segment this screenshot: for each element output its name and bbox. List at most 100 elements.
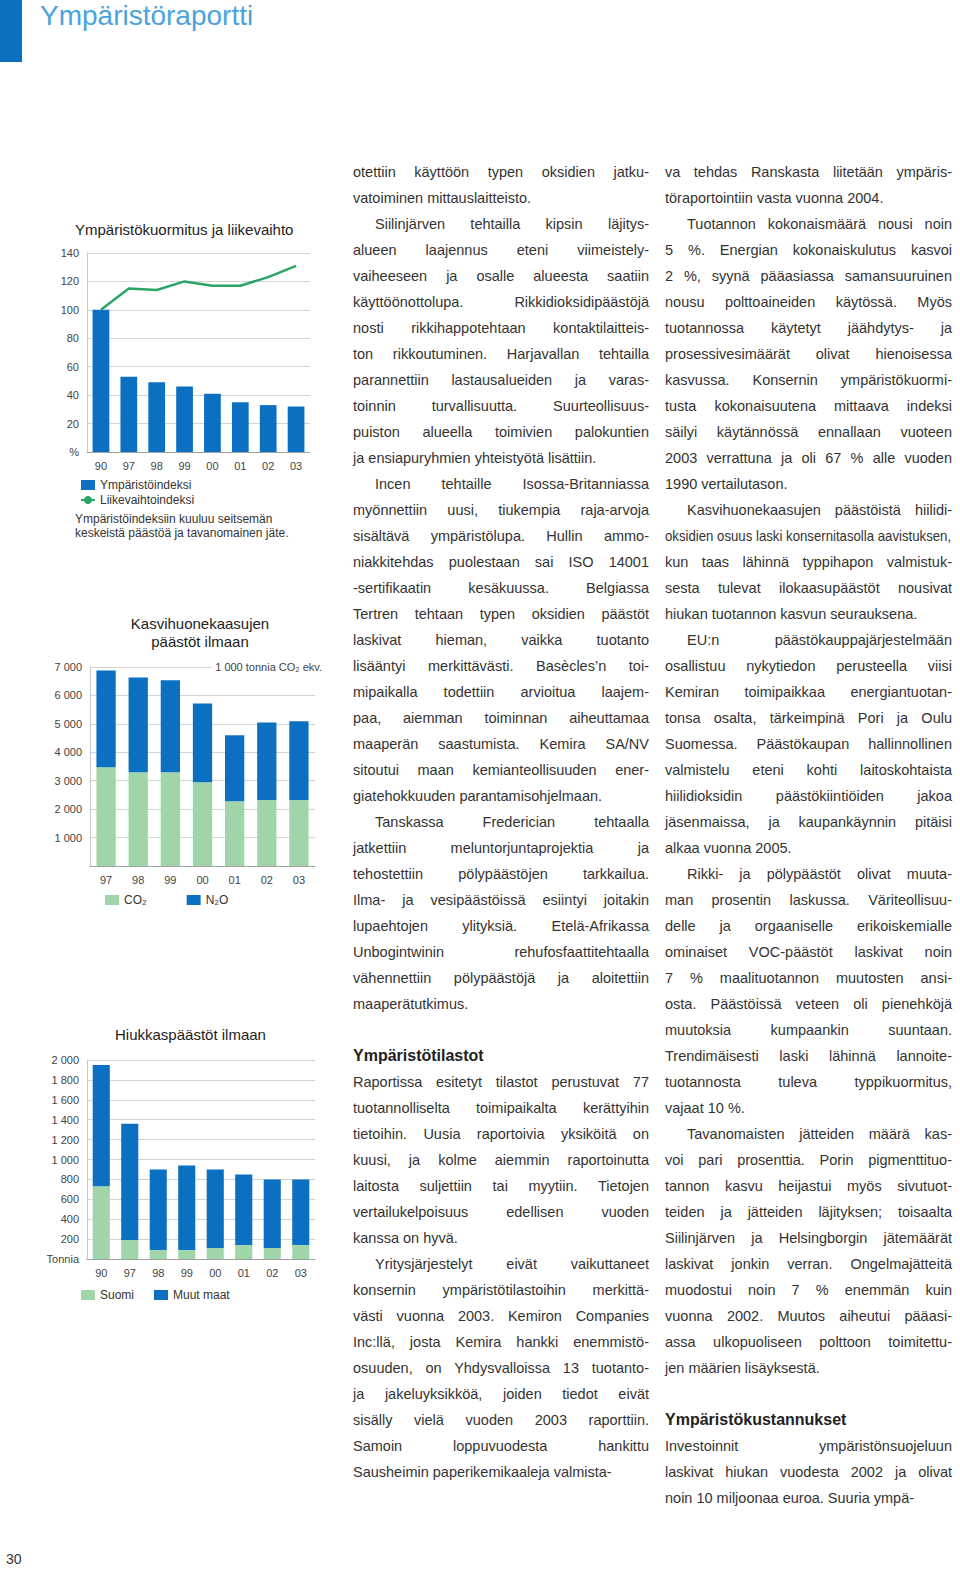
svg-text:40: 40 — [67, 389, 79, 401]
svg-text:2 000: 2 000 — [54, 803, 82, 815]
svg-text:03: 03 — [293, 874, 305, 886]
svg-text:98: 98 — [152, 1267, 164, 1279]
html-text:ja ensiapuryhmien yhteistyötä: ja ensiapuryhmien yhteistyötä lisättiin. — [353, 450, 597, 466]
svg-text:200: 200 — [61, 1233, 79, 1245]
html-text:lupaehtojen ylityksiä. Etelä-A: lupaehtojen ylityksiä. Etelä-Afrikassa — [353, 918, 649, 934]
svg-text:00: 00 — [209, 1267, 221, 1279]
svg-text:02: 02 — [262, 460, 274, 472]
svg-text:Hiukkaspäästöt ilmaan: Hiukkaspäästöt ilmaan — [115, 1026, 266, 1043]
svg-text:90: 90 — [95, 1267, 107, 1279]
html-text:Tanskassa Frederician tehtaall: Tanskassa Frederician tehtaalla — [375, 814, 649, 830]
html-text:Unbogintwinin rehufosfaattiteh: Unbogintwinin rehufosfaattitehtaalla — [353, 944, 649, 960]
svg-text:03: 03 — [290, 460, 302, 472]
svg-text:Kasvihuonekaasujen: Kasvihuonekaasujen — [131, 615, 269, 632]
html-text:maaperän saastumista. Kemira S: maaperän saastumista. Kemira SA/NV — [353, 736, 649, 752]
svg-text:Tonnia: Tonnia — [47, 1253, 80, 1265]
svg-text:99: 99 — [178, 460, 190, 472]
svg-text:1 000: 1 000 — [54, 832, 82, 844]
svg-text:Ympäristöindeksiin kuuluu seit: Ympäristöindeksiin kuuluu seitsemän — [75, 512, 272, 526]
html-text:Ilma- ja vesipäästöissä esiint: Ilma- ja vesipäästöissä esiintyi joitaki… — [353, 892, 649, 908]
html-text:vatoiminen mittauslaitteisto.: vatoiminen mittauslaitteisto. — [353, 190, 532, 206]
svg-text:97: 97 — [124, 1267, 136, 1279]
html-text:otettiin käyttöön typen oksidi: otettiin käyttöön typen oksidien jatku- — [353, 164, 649, 180]
svg-text:99: 99 — [164, 874, 176, 886]
html-text:vaiheeseen ja osalle alueesta: vaiheeseen ja osalle alueesta saatiin — [353, 268, 649, 284]
svg-text:20: 20 — [67, 418, 79, 430]
svg-text:3 000: 3 000 — [54, 775, 82, 787]
html-text:alueen laajennus eteni viimeis: alueen laajennus eteni viimeistely- — [353, 242, 649, 258]
svg-text:01: 01 — [238, 1267, 250, 1279]
svg-text:Liikevaihtoindeksi: Liikevaihtoindeksi — [100, 493, 194, 507]
html-text:käyttöönottolupa. Rikkidioksid: käyttöönottolupa. Rikkidioksidipäästöjä — [353, 294, 649, 310]
svg-text:5 000: 5 000 — [54, 718, 82, 730]
svg-text:800: 800 — [61, 1173, 79, 1185]
svg-text:00: 00 — [196, 874, 208, 886]
html-text:lisääntyi merkittävästi. Basèc: lisääntyi merkittävästi. Basècles’n toi- — [353, 658, 649, 674]
svg-text:CO₂: CO₂ — [124, 893, 147, 907]
html-text:parannettiin lastausalueiden j: parannettiin lastausalueiden ja varas- — [353, 372, 649, 388]
html-text:giatehokkuuden parantamisohjel: giatehokkuuden parantamisohjelmaan. — [353, 788, 603, 804]
html-text:sisältävä ympäristölupa. Hulli: sisältävä ympäristölupa. Hullin ammo- — [353, 528, 649, 544]
svg-text:Suomi: Suomi — [100, 1288, 134, 1302]
html-text:tehostettiin pölypäästöjen tar: tehostettiin pölypäästöjen tarkkailua. — [353, 866, 649, 882]
html-text:laskivat hieman, vaikka tuotan: laskivat hieman, vaikka tuotanto — [353, 632, 649, 648]
html-text:Raportissa esitetyt tilastot p: Raportissa esitetyt tilastot perustuvat … — [353, 1074, 649, 1090]
svg-text:keskeistä päästöä ja tavanomai: keskeistä päästöä ja tavanomainen jäte. — [75, 526, 288, 540]
html-text:paa, aiemman toiminnan aiheutt: paa, aiemman toiminnan aiheuttamaa — [353, 710, 649, 726]
html-text:sitoutui maan kemianteollisuud: sitoutui maan kemianteollisuuden ener- — [353, 762, 649, 778]
svg-text:1 000: 1 000 — [51, 1154, 79, 1166]
html-text:toinnin turvallisuutta. Suurte: toinnin turvallisuutta. Suurteollisuus- — [353, 398, 649, 414]
svg-text:97: 97 — [123, 460, 135, 472]
svg-text:03: 03 — [295, 1267, 307, 1279]
html-text:tuotannolliselta toimipaikalta: tuotannolliselta toimipaikalta kerättyih… — [353, 1100, 649, 1116]
html-text:maaperätutkimus.: maaperätutkimus. — [353, 996, 469, 1012]
svg-text:98: 98 — [151, 460, 163, 472]
svg-text:4 000: 4 000 — [54, 746, 82, 758]
html-text:jatkettiin meluntorjuntaprojek: jatkettiin meluntorjuntaprojektia ja — [353, 840, 649, 856]
html-text:Ympäristöraportti: Ympäristöraportti — [40, 0, 254, 31]
svg-text:päästöt ilmaan: päästöt ilmaan — [151, 633, 249, 650]
svg-text:90: 90 — [95, 460, 107, 472]
html-text:Ympäristötilastot: Ympäristötilastot — [353, 1047, 484, 1064]
svg-text:60: 60 — [67, 361, 79, 373]
svg-text:Ympäristöindeksi: Ympäristöindeksi — [100, 478, 191, 492]
html-text:Ympäristökustannukset: Ympäristökustannukset — [665, 1411, 847, 1428]
html-text:puiston alueella toimivien pal: puiston alueella toimivien palokuntien — [353, 424, 649, 440]
svg-text:7 000: 7 000 — [54, 661, 82, 673]
svg-text:01: 01 — [234, 460, 246, 472]
svg-text:00: 00 — [206, 460, 218, 472]
svg-text:80: 80 — [67, 332, 79, 344]
html-text:niakkitehdas puolestaan sai IS: niakkitehdas puolestaan sai ISO 14001 — [353, 554, 649, 570]
svg-text:6 000: 6 000 — [54, 689, 82, 701]
svg-text:1 200: 1 200 — [51, 1134, 79, 1146]
svg-text:Muut maat: Muut maat — [173, 1288, 230, 1302]
html-text:ton rikkoutuminen. Harjavallan: ton rikkoutuminen. Harjavallan tehtailla — [353, 346, 649, 362]
svg-text:1 600: 1 600 — [51, 1094, 79, 1106]
svg-text:600: 600 — [61, 1193, 79, 1205]
svg-text:N₂O: N₂O — [206, 893, 229, 907]
html-text:Incen tehtaille Isossa-Britann: Incen tehtaille Isossa-Britanniassa — [375, 476, 649, 492]
html-text:-sertifikaatin kesäkuussa. Bel: -sertifikaatin kesäkuussa. Belgiassa — [353, 580, 649, 596]
svg-text:%: % — [69, 446, 79, 458]
html-text:mipaikalla todettiin arvioitua: mipaikalla todettiin arvioitua laajem- — [353, 684, 649, 700]
svg-text:400: 400 — [61, 1213, 79, 1225]
html-text:vähennettiin pölypäästöjä ja a: vähennettiin pölypäästöjä ja aloitettiin — [353, 970, 649, 986]
svg-text:98: 98 — [132, 874, 144, 886]
svg-text:01: 01 — [229, 874, 241, 886]
svg-text:02: 02 — [266, 1267, 278, 1279]
svg-text:140: 140 — [61, 247, 79, 259]
svg-text:99: 99 — [181, 1267, 193, 1279]
html-text:Tertren tehtaan typen oksidien: Tertren tehtaan typen oksidien päästöt — [353, 606, 649, 622]
html-text:nosti rikkihappotehtaan kontak: nosti rikkihappotehtaan kontaktilaitteis… — [353, 320, 649, 336]
svg-text:97: 97 — [100, 874, 112, 886]
svg-text:120: 120 — [61, 275, 79, 287]
svg-text:2 000: 2 000 — [51, 1054, 79, 1066]
html-text:myönnettiin uusi, tiukempia ra: myönnettiin uusi, tiukempia raja-arvoja — [353, 502, 649, 518]
svg-text:Ympäristökuormitus ja liikevai: Ympäristökuormitus ja liikevaihto — [75, 221, 293, 238]
svg-text:1 400: 1 400 — [51, 1114, 79, 1126]
svg-text:1 800: 1 800 — [51, 1074, 79, 1086]
svg-text:1 000 tonnia CO₂ ekv.: 1 000 tonnia CO₂ ekv. — [215, 661, 322, 673]
html-text:Siilinjärven tehtailla kipsin: Siilinjärven tehtailla kipsin läjitys- — [375, 216, 649, 232]
svg-text:100: 100 — [61, 304, 79, 316]
svg-text:02: 02 — [261, 874, 273, 886]
